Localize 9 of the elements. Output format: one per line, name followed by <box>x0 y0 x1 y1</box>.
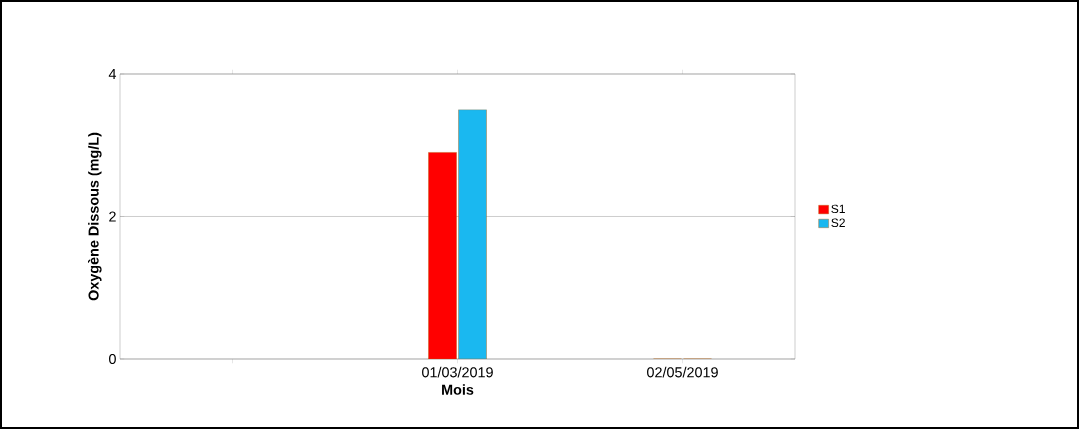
y-tick-label: 4 <box>108 69 117 79</box>
y-tick-label: 2 <box>109 211 116 222</box>
legend-label: S2 <box>831 218 845 227</box>
legend-label: S1 <box>831 204 845 214</box>
x-tick-label: 01/03/2019 <box>422 366 493 378</box>
x-tick-label: 02/05/2019 <box>647 366 718 378</box>
x-axis-title: Mois <box>442 384 474 395</box>
y-tick-label: 0 <box>109 353 116 365</box>
y-axis-title: Oxygène Dissous (mg/L) <box>87 132 102 301</box>
